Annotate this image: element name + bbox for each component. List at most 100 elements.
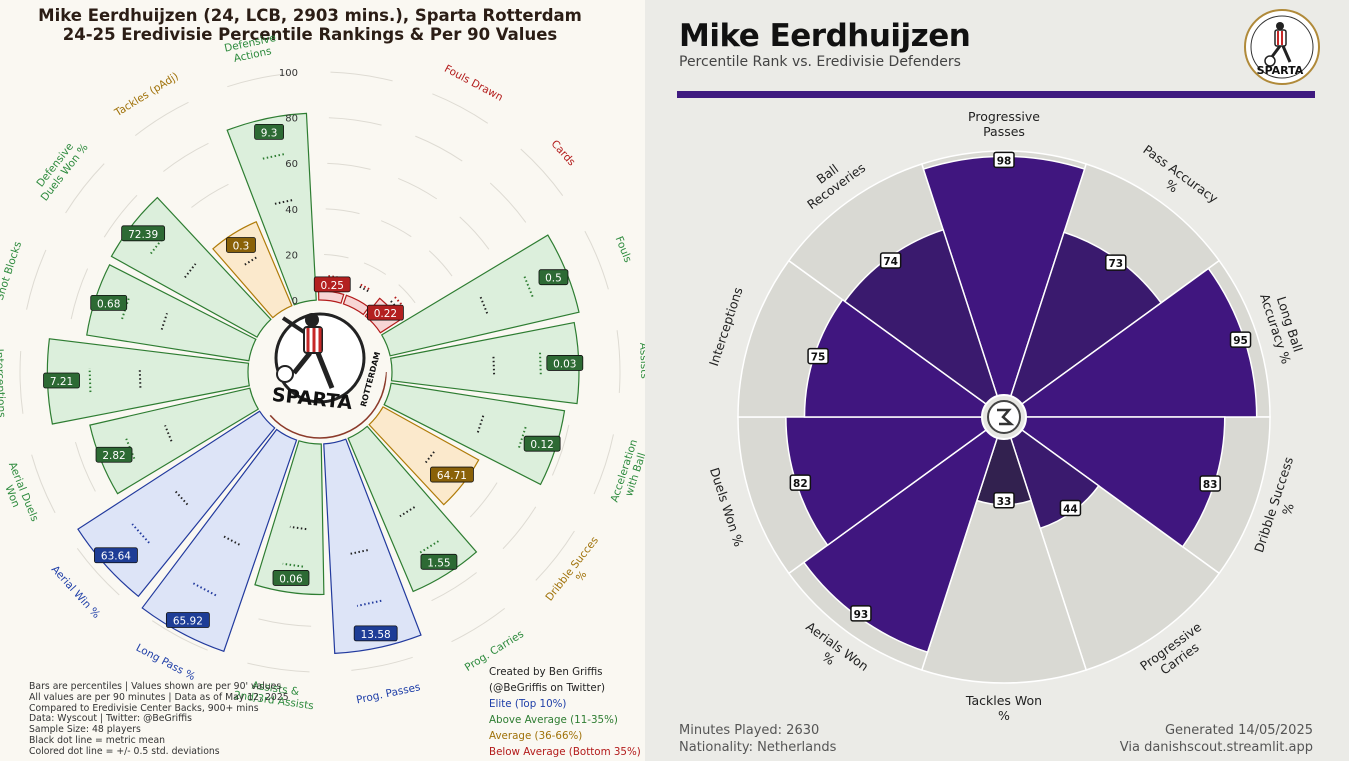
note-line: Sample Size: 48 players — [29, 724, 141, 736]
value-badge — [807, 347, 829, 365]
scale-ring-arc — [65, 163, 105, 214]
value-label: 0.5 — [545, 273, 562, 285]
inner-accent-ring — [253, 305, 387, 439]
left-radar-bars: 0.22 0.5 0.03 0.12 64.71 1.55 13.58 0.06 65.92 63… — [43, 112, 584, 655]
bar-13 — [86, 263, 257, 362]
mean-dot-line — [138, 368, 142, 388]
scale-ring-arc — [616, 330, 621, 393]
value-label: 63.64 — [101, 551, 131, 563]
scale-ring-arc — [324, 253, 349, 259]
mean-dot-line — [360, 283, 371, 291]
bar-7 — [323, 438, 422, 655]
scale-ring-arc — [327, 162, 371, 170]
value-label: 0.3 — [233, 240, 250, 252]
scale-ring-arc — [398, 177, 438, 200]
scale-label: 20 — [285, 250, 298, 261]
value-label: 95 — [1233, 335, 1248, 347]
mean-dot-line — [160, 312, 168, 330]
value-label: 1.55 — [427, 557, 450, 569]
category-label: Interceptions(pAdj) — [0, 349, 7, 419]
legend-elite: Elite (Top 10%) — [489, 698, 567, 710]
scale-ring-arc — [76, 548, 120, 596]
mean-dot-line — [359, 285, 369, 293]
note-line: Colored dot line = +/- 0.5 std. deviatio… — [29, 745, 220, 757]
left-scale-labels: 100 80 60 40 20 0 — [279, 68, 298, 307]
mean-dot-line — [356, 599, 382, 607]
scale-ring-arc — [398, 284, 416, 304]
scale-ring-arc — [351, 656, 413, 671]
scale-label: 100 — [279, 68, 298, 79]
scale-ring-arc — [325, 208, 360, 215]
category-label: Accelerationwith Ball — [609, 438, 645, 507]
logo-player-icon — [276, 313, 335, 389]
category-label: DefensiveActions — [223, 32, 279, 66]
value-label: 0.22 — [374, 308, 397, 320]
credit-line2: (@BeGriffis on Twitter) — [489, 682, 606, 694]
bar-3 — [389, 321, 580, 405]
right-subtitle: Percentile Rank vs. Eredivisie Defenders — [679, 54, 961, 70]
right-panel: Mike Eerdhuijzen Percentile Rank vs. Ere… — [645, 0, 1349, 761]
scale-ring-arc — [191, 183, 229, 208]
value-label: 98 — [997, 155, 1012, 167]
left-radar-chart: 0.22 0.5 0.03 0.12 64.71 1.55 13.58 0.06 65.92 63… — [0, 32, 645, 712]
value-label: 0.25 — [321, 280, 344, 292]
value-box — [165, 612, 210, 628]
scale-ring-arc — [19, 351, 24, 414]
category-label: Progressive Passes — [968, 109, 1040, 139]
value-label: 72.39 — [128, 229, 158, 241]
value-badge — [993, 492, 1015, 509]
mean-dot-line — [164, 424, 173, 442]
right-value-badges: 98 73 95 83 44 33 93 82 75 74 — [789, 151, 1252, 622]
left-credit: Created by Ben Griffis (@BeGriffis on Tw… — [489, 664, 641, 760]
value-box — [254, 123, 284, 140]
bar-12 — [46, 338, 251, 425]
value-badge — [1199, 475, 1221, 492]
category-label: DefensiveDuels Won % — [29, 134, 90, 203]
category-label: Interceptions — [706, 285, 746, 368]
left-notes: Bars are percentiles | Values shown are … — [29, 681, 289, 758]
mean-dot-line — [184, 263, 197, 279]
scale-ring-arc — [593, 434, 614, 495]
value-box — [546, 355, 584, 371]
note-line: Data: Wyscout | Twitter: @BeGriffis — [29, 713, 192, 725]
value-label: 65.92 — [173, 615, 203, 627]
sparta-logo: SPARTA ROTTERDAM — [254, 302, 386, 434]
scale-ring-arc — [428, 250, 453, 277]
value-label: 0.12 — [530, 439, 553, 451]
value-label: 9.3 — [261, 127, 278, 139]
value-label: 73 — [1108, 258, 1123, 270]
scale-label: 0 — [292, 296, 298, 307]
category-label: Tackles Won% — [965, 693, 1042, 723]
value-label: 82 — [793, 478, 808, 490]
category-label: Fouls — [613, 235, 634, 265]
value-badge — [1105, 254, 1127, 271]
scale-ring-arc — [431, 572, 477, 602]
scale-label: 60 — [285, 159, 298, 170]
bar-4 — [383, 382, 566, 486]
bar-9 — [141, 428, 298, 653]
center-logo — [981, 394, 1027, 440]
left-chart-title: Mike Eerdhuijzen (24, LCB, 2903 mins.), … — [0, 6, 620, 44]
mean-dot-line — [348, 549, 368, 556]
value-box — [226, 237, 256, 253]
category-label: Prog. Passes — [355, 681, 421, 706]
left-title-line1: Mike Eerdhuijzen (24, LCB, 2903 mins.), … — [38, 6, 582, 25]
bar-8 — [254, 440, 325, 596]
category-label: ExpectedAssists — [637, 336, 645, 386]
value-box — [43, 372, 80, 389]
footer-left: Minutes Played: 2630 Nationality: Nether… — [679, 722, 836, 756]
scale-label: 80 — [285, 114, 298, 125]
value-box — [538, 269, 569, 286]
category-label: Long BallAccuracy % — [1257, 287, 1308, 366]
value-label: 74 — [883, 256, 898, 268]
value-badge — [789, 474, 812, 491]
value-label: 0.68 — [97, 298, 120, 310]
mean-dot-line — [289, 525, 307, 531]
category-label: Cards — [548, 138, 577, 168]
mean-dot-line — [192, 582, 217, 597]
scale-ring-arc — [489, 182, 527, 223]
mean-dot-line — [492, 356, 496, 376]
source-url: Via danishscout.streamlit.app — [1119, 740, 1313, 755]
scale-ring-arc — [74, 441, 96, 492]
